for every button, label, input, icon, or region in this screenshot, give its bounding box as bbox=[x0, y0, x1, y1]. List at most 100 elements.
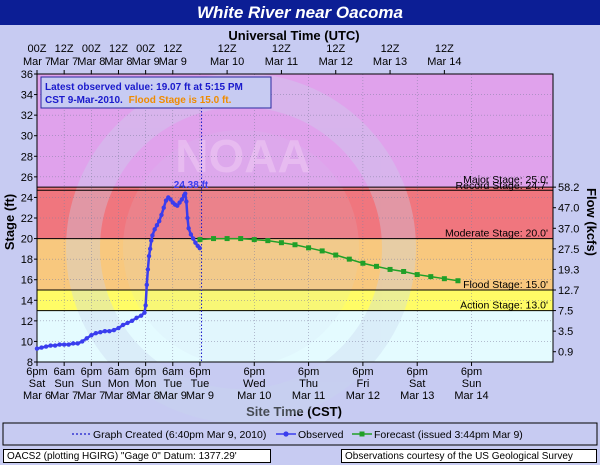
x-tick-label-day: Tue bbox=[191, 378, 210, 390]
observed-point bbox=[57, 342, 62, 347]
x-tick-label-date: Mar 13 bbox=[400, 390, 434, 402]
observed-point bbox=[159, 212, 164, 218]
flow-tick-label: 19.3 bbox=[558, 264, 579, 276]
top-x-tick-label-date: Mar 12 bbox=[319, 56, 353, 68]
top-x-tick-label-date: Mar 7 bbox=[23, 56, 51, 68]
observed-point bbox=[43, 344, 49, 349]
y-tick-label: 30 bbox=[21, 131, 33, 143]
x-tick-label-date: Mar 9 bbox=[186, 390, 214, 402]
x-tick-label-date: Mar 6 bbox=[23, 390, 51, 402]
x-tick-label-date: Mar 12 bbox=[346, 390, 380, 402]
observed-point bbox=[34, 346, 40, 351]
observed-point bbox=[48, 343, 53, 348]
flow-tick-label: 27.5 bbox=[558, 244, 579, 256]
forecast-point bbox=[373, 263, 379, 269]
top-x-tick-label-date: Mar 7 bbox=[50, 56, 78, 68]
y-axis-label: Stage (ft) bbox=[2, 194, 17, 250]
forecast-point bbox=[414, 272, 420, 278]
top-x-tick-label-time: 12Z bbox=[109, 43, 128, 55]
top-x-tick-label-date: Mar 13 bbox=[373, 56, 407, 68]
observed-point bbox=[188, 232, 194, 237]
x-tick-label-time: 6pm bbox=[407, 366, 428, 378]
y-tick-label: 26 bbox=[21, 172, 33, 184]
x-tick-label-date: Mar 8 bbox=[132, 390, 160, 402]
observed-point bbox=[138, 313, 144, 318]
x-tick-label-date: Mar 7 bbox=[50, 390, 78, 402]
observed-point bbox=[147, 246, 153, 252]
observed-legend-marker bbox=[283, 431, 289, 437]
stage-band bbox=[37, 310, 553, 362]
forecast-point bbox=[428, 274, 434, 280]
forecast-point bbox=[346, 256, 352, 262]
x-tick-label-day: Sat bbox=[409, 378, 426, 390]
top-x-tick-label-time: 12Z bbox=[55, 43, 74, 55]
observed-point bbox=[144, 282, 149, 288]
top-x-tick-label-time: 12Z bbox=[272, 43, 291, 55]
y-tick-label: 18 bbox=[21, 254, 33, 266]
flow-tick-label: 47.0 bbox=[558, 203, 579, 215]
x-tick-label-day: Tue bbox=[164, 378, 183, 390]
flow-tick-label: 7.5 bbox=[558, 306, 573, 318]
x-tick-label-date: Mar 9 bbox=[159, 390, 187, 402]
x-tick-label-day: Sun bbox=[54, 378, 74, 390]
observed-point bbox=[190, 236, 196, 241]
x-tick-label-day: Wed bbox=[243, 378, 265, 390]
y-tick-label: 20 bbox=[21, 234, 33, 246]
y-tick-label: 12 bbox=[21, 316, 33, 328]
observed-point bbox=[168, 197, 173, 202]
observed-point bbox=[61, 342, 67, 347]
forecast-series bbox=[197, 236, 461, 284]
y-tick-label: 10 bbox=[21, 336, 33, 348]
x-tick-label-time: 6am bbox=[53, 366, 74, 378]
x-tick-label-time: 6pm bbox=[352, 366, 373, 378]
observed-point bbox=[84, 336, 89, 341]
observed-series bbox=[34, 191, 202, 351]
observed-point bbox=[71, 341, 76, 346]
observed-point bbox=[184, 199, 189, 204]
stage-band bbox=[37, 187, 553, 239]
x-tick-label-day: Sun bbox=[462, 378, 482, 390]
x-tick-label-day: Fri bbox=[356, 378, 369, 390]
observed-point bbox=[185, 215, 190, 221]
y-tick-label: 34 bbox=[21, 90, 33, 102]
legend-box bbox=[2, 422, 598, 446]
observed-point bbox=[175, 203, 180, 208]
observed-point bbox=[145, 267, 151, 272]
observed-point bbox=[177, 200, 182, 205]
observed-point bbox=[142, 310, 147, 315]
y-tick-label: 14 bbox=[21, 295, 33, 307]
observed-point bbox=[125, 320, 130, 326]
forecast-legend-marker bbox=[359, 431, 365, 437]
flow-tick-label: 3.5 bbox=[558, 326, 573, 338]
chart-title: White River near Oacoma bbox=[0, 0, 600, 25]
threshold-label: Action Stage: 13.0' bbox=[460, 300, 548, 312]
threshold-label: Flood Stage: 15.0' bbox=[463, 279, 548, 291]
bottom-axis-title: Site Time (CST) bbox=[246, 404, 342, 419]
forecast-point bbox=[306, 245, 312, 251]
top-x-tick-label-time: 12Z bbox=[218, 43, 237, 55]
observed-point bbox=[163, 198, 169, 203]
forecast-point bbox=[360, 260, 366, 266]
observed-point bbox=[157, 218, 162, 224]
top-x-tick-label-date: Mar 10 bbox=[210, 56, 244, 68]
observed-legend-label: Observed bbox=[298, 429, 344, 441]
x-tick-label-time: 6pm bbox=[461, 366, 482, 378]
observed-point bbox=[89, 333, 94, 338]
x-tick-label-date: Mar 10 bbox=[237, 390, 271, 402]
flow-tick-label: 37.0 bbox=[558, 223, 579, 235]
forecast-point bbox=[211, 236, 217, 242]
forecast-point bbox=[238, 236, 244, 242]
latest-value-box: Latest observed value: 19.07 ft at 5:15 … bbox=[40, 76, 272, 109]
observed-point bbox=[107, 328, 112, 334]
x-tick-label-time: 6am bbox=[108, 366, 129, 378]
forecast-point bbox=[251, 237, 257, 243]
y-tick-label: 32 bbox=[21, 110, 33, 122]
top-x-tick-label-time: 12Z bbox=[326, 43, 345, 55]
observed-point bbox=[98, 329, 103, 335]
x-tick-label-date: Mar 7 bbox=[77, 390, 105, 402]
forecast-point bbox=[224, 236, 230, 242]
usgs-credit: Observations courtesy of the US Geologic… bbox=[341, 449, 597, 463]
flood-stage-note: Flood Stage is 15.0 ft. bbox=[129, 95, 232, 106]
flow-tick-label: 0.9 bbox=[558, 347, 573, 359]
